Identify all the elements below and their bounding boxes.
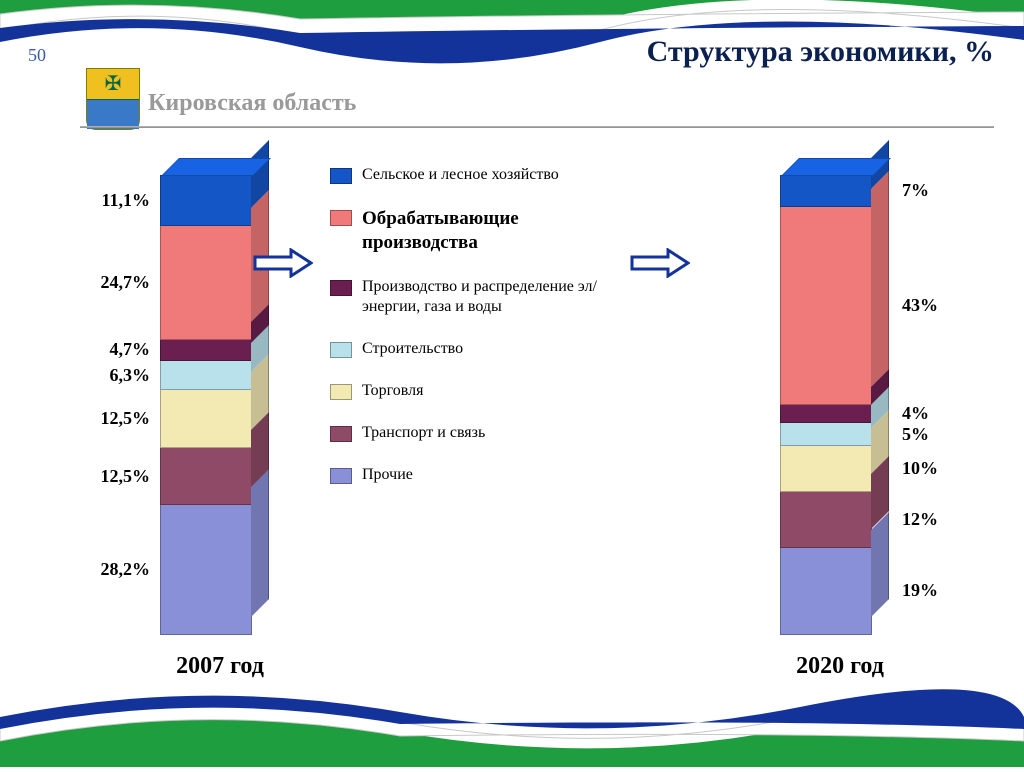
legend: Сельское и лесное хозяйство Обрабатывающи… bbox=[330, 165, 630, 507]
segment-label: 11,1% bbox=[70, 190, 150, 211]
bar-segment bbox=[780, 405, 872, 423]
segment-label: 7% bbox=[902, 180, 929, 201]
coat-of-arms-icon: ✠ bbox=[86, 68, 140, 130]
legend-item: Транспорт и связь bbox=[330, 423, 630, 443]
bar-segment bbox=[780, 207, 872, 405]
bar-segment bbox=[160, 361, 252, 390]
legend-label: Прочие bbox=[362, 465, 413, 485]
segment-label: 19% bbox=[902, 580, 938, 601]
segment-label: 43% bbox=[902, 295, 938, 316]
bar-segment bbox=[160, 448, 252, 506]
legend-swatch bbox=[330, 426, 352, 442]
subtitle: Кировская область bbox=[148, 90, 356, 117]
legend-label: Производство и распределение эл/энергии,… bbox=[362, 277, 630, 317]
legend-label: Транспорт и связь bbox=[362, 423, 485, 443]
legend-label: Сельское и лесное хозяйство bbox=[362, 165, 559, 185]
legend-swatch bbox=[330, 468, 352, 484]
legend-swatch bbox=[330, 342, 352, 358]
segment-label: 4% bbox=[902, 403, 929, 424]
legend-item: Строительство bbox=[330, 339, 630, 359]
segment-label: 4,7% bbox=[70, 339, 150, 360]
bar-segment bbox=[160, 505, 252, 635]
segment-label: 12% bbox=[902, 509, 938, 530]
year-label: 2007 год bbox=[150, 653, 290, 680]
legend-swatch bbox=[330, 280, 352, 296]
bar-segment bbox=[160, 226, 252, 340]
legend-swatch bbox=[330, 168, 352, 184]
bar-segment bbox=[780, 548, 872, 635]
legend-swatch bbox=[330, 384, 352, 400]
bar-segment bbox=[780, 175, 872, 207]
legend-label: Торговля bbox=[362, 381, 423, 401]
segment-label: 24,7% bbox=[70, 272, 150, 293]
arrow-icon bbox=[253, 248, 313, 278]
legend-label: Строительство bbox=[362, 339, 463, 359]
segment-label: 5% bbox=[902, 424, 929, 445]
legend-swatch bbox=[330, 210, 352, 226]
legend-item: Прочие bbox=[330, 465, 630, 485]
legend-item: Торговля bbox=[330, 381, 630, 401]
segment-label: 6,3% bbox=[70, 365, 150, 386]
legend-item: Обрабатывающие производства bbox=[330, 207, 630, 255]
bar-segment bbox=[160, 175, 252, 226]
segment-label: 28,2% bbox=[70, 559, 150, 580]
segment-label: 12,5% bbox=[70, 466, 150, 487]
bar-segment bbox=[780, 423, 872, 446]
bar-segment bbox=[780, 446, 872, 492]
bar-segment bbox=[780, 492, 872, 547]
ribbon-bottom bbox=[0, 687, 1024, 767]
page-title: Структура экономики, % bbox=[647, 35, 994, 69]
segment-label: 10% bbox=[902, 458, 938, 479]
legend-item: Производство и распределение эл/энергии,… bbox=[330, 277, 630, 317]
legend-label: Обрабатывающие производства bbox=[362, 207, 630, 255]
arrow-icon bbox=[630, 248, 690, 278]
year-label: 2020 год bbox=[770, 653, 910, 680]
divider bbox=[80, 126, 994, 128]
legend-item: Сельское и лесное хозяйство bbox=[330, 165, 630, 185]
page-number: 50 bbox=[28, 45, 46, 66]
segment-label: 12,5% bbox=[70, 408, 150, 429]
bar-segment bbox=[160, 390, 252, 448]
bar-segment bbox=[160, 340, 252, 362]
